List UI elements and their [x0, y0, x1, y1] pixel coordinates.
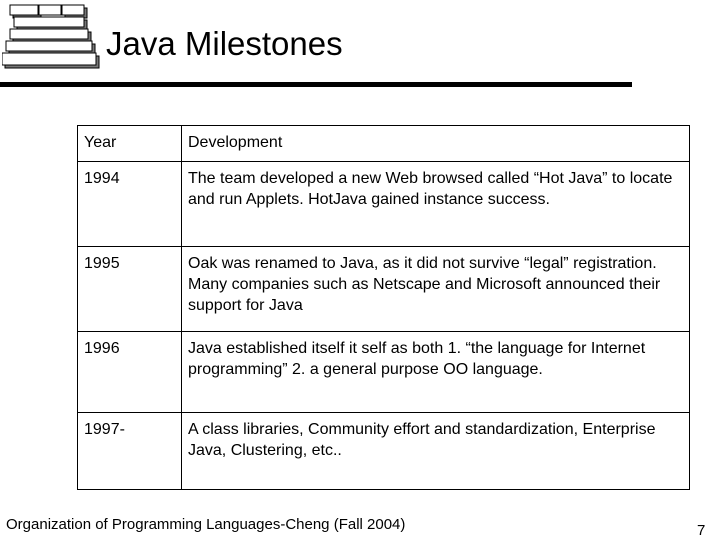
table-row: 1995 Oak was renamed to Java, as it did … — [77, 246, 690, 332]
title-underline — [0, 82, 632, 87]
year-cell: 1995 — [77, 246, 182, 332]
development-cell: Oak was renamed to Java, as it did not s… — [181, 246, 690, 332]
table-row: 1994 The team developed a new Web browse… — [77, 161, 690, 247]
page-number: 7 — [697, 522, 706, 539]
stacked-blocks-logo — [2, 4, 100, 69]
development-cell: Java established itself it self as both … — [181, 331, 690, 413]
slide-title: Java Milestones — [106, 25, 343, 62]
table-row: 1996 Java established itself it self as … — [77, 331, 690, 413]
column-header-development: Development — [181, 125, 690, 162]
column-header-year: Year — [77, 125, 182, 162]
year-cell: 1996 — [77, 331, 182, 413]
footer-text: Organization of Programming Languages-Ch… — [6, 516, 406, 533]
development-cell: A class libraries, Community effort and … — [181, 412, 690, 490]
year-cell: 1994 — [77, 161, 182, 247]
development-cell: The team developed a new Web browsed cal… — [181, 161, 690, 247]
milestones-table: Year Development 1994 The team developed… — [77, 125, 690, 490]
year-cell: 1997- — [77, 412, 182, 490]
table-row: 1997- A class libraries, Community effor… — [77, 412, 690, 490]
table-header-row: Year Development — [77, 125, 690, 162]
